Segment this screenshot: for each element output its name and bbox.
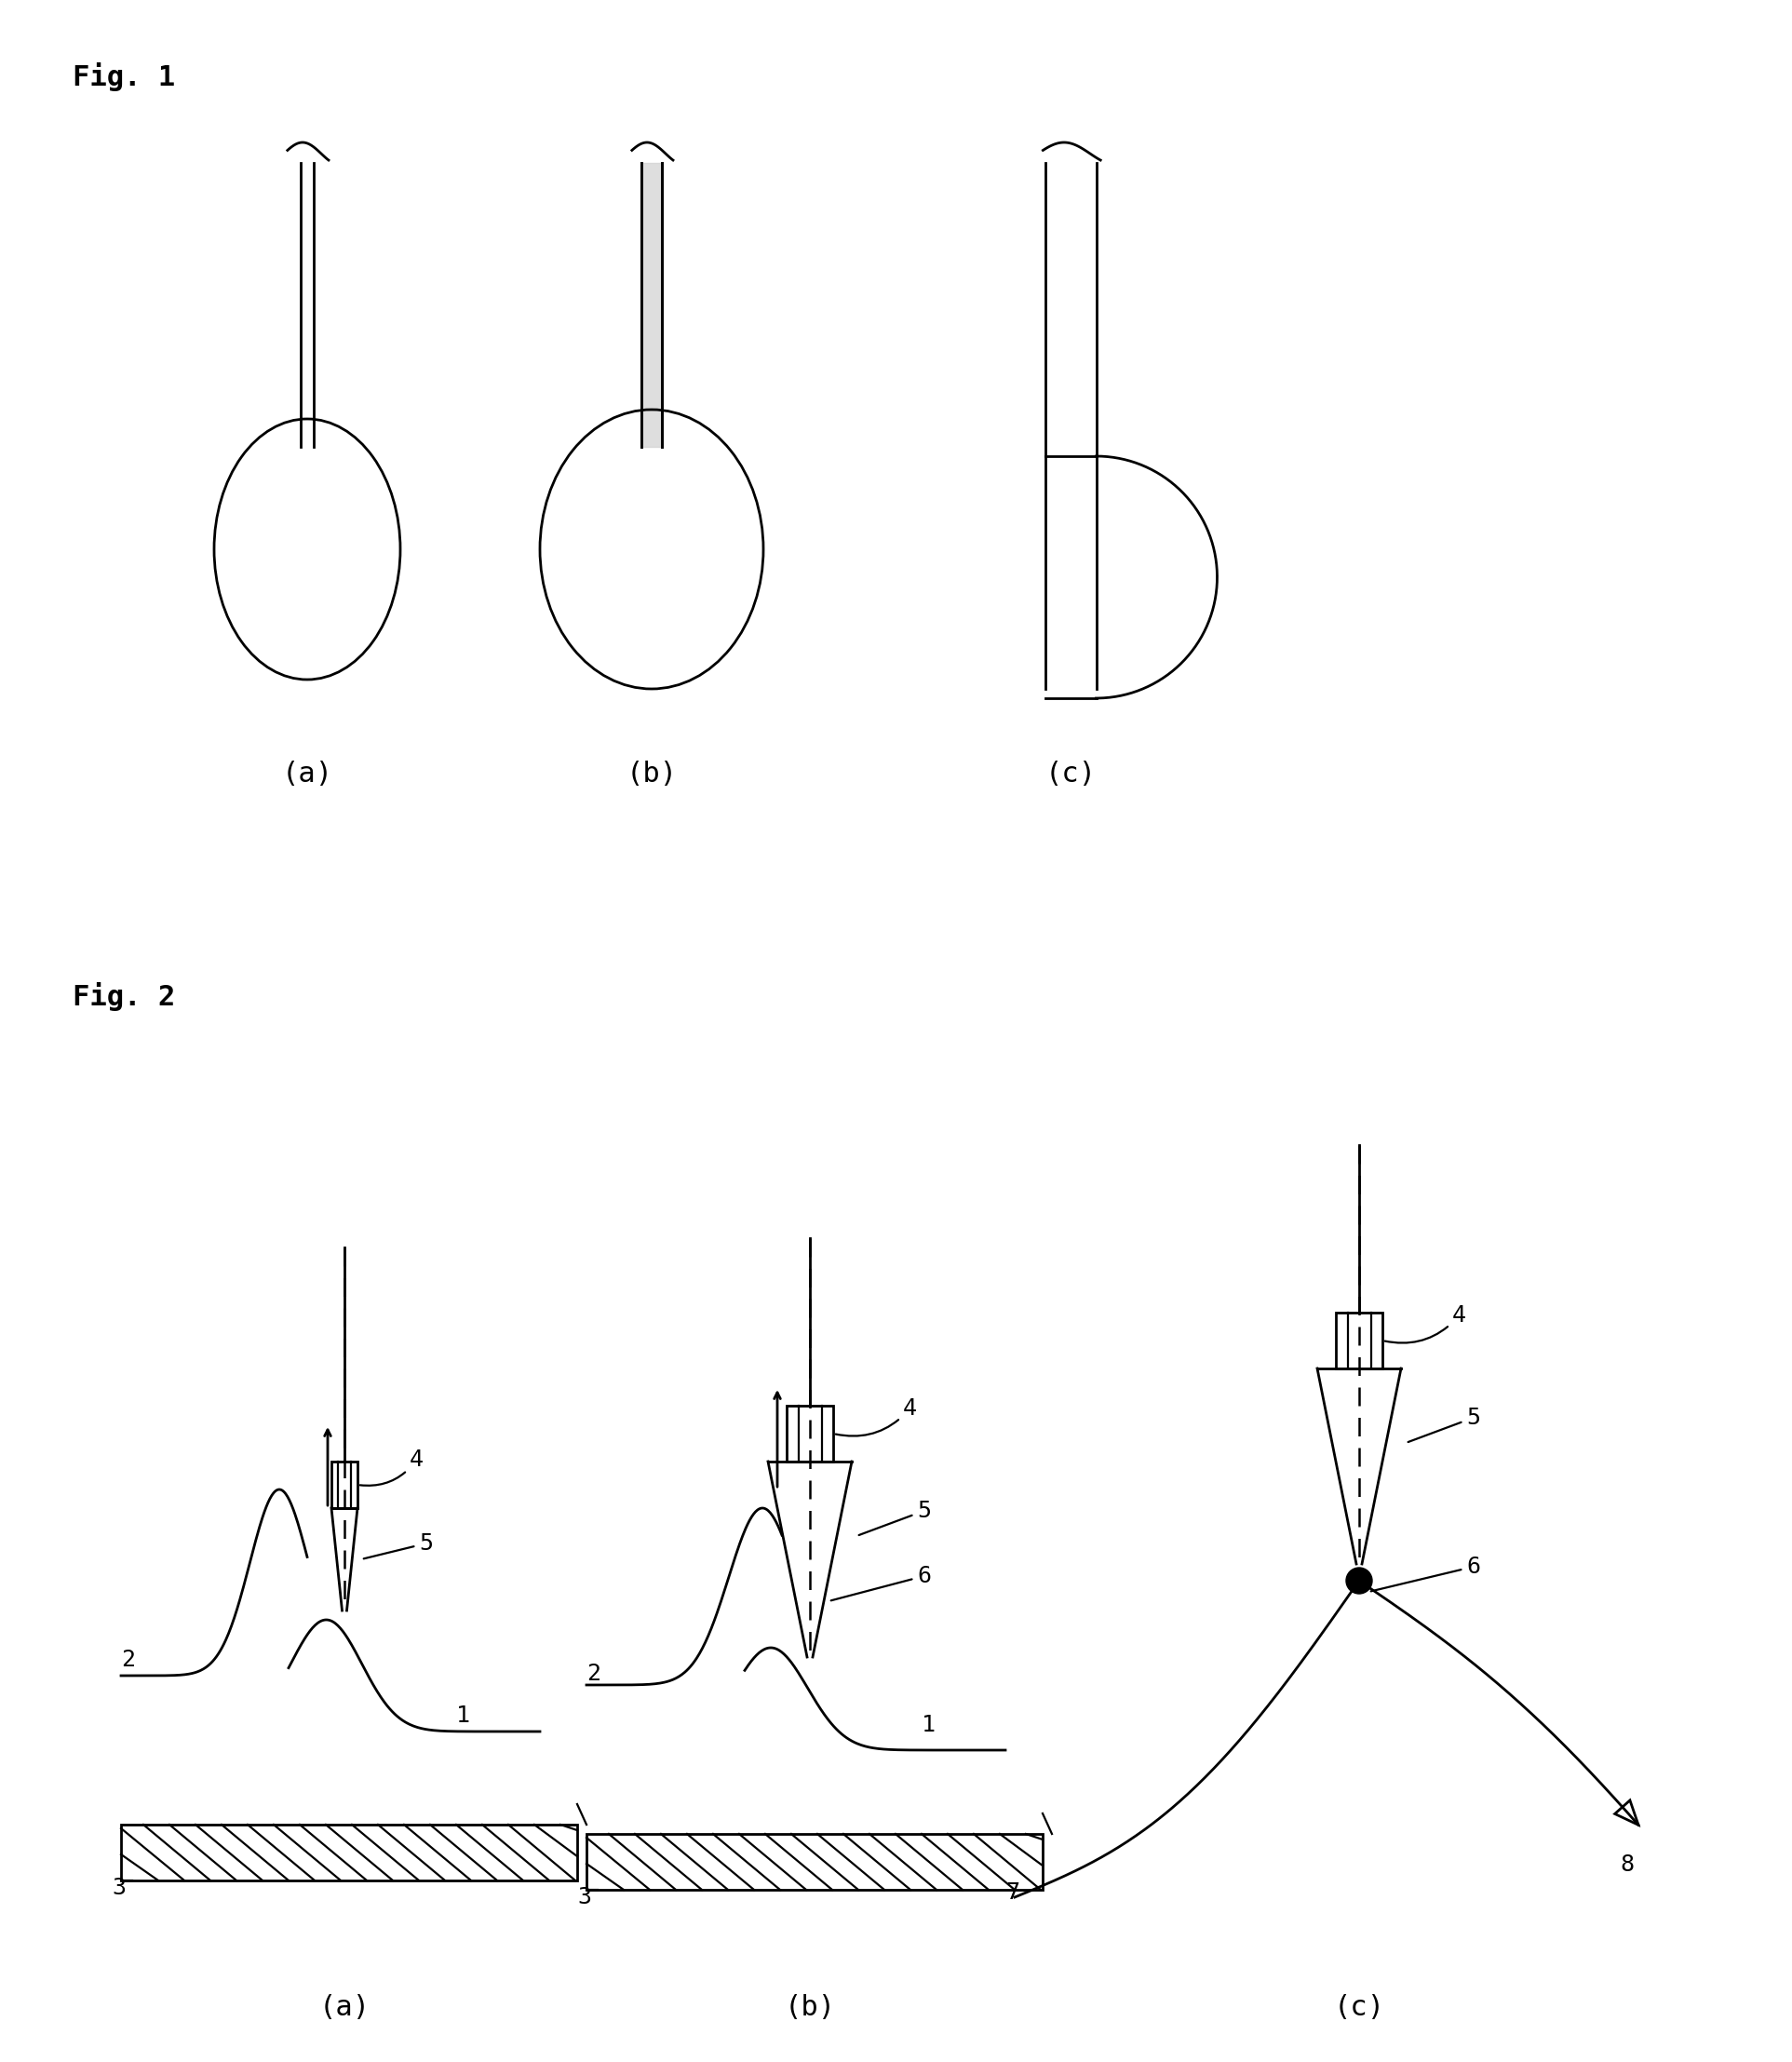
Text: 2: 2: [586, 1662, 600, 1685]
Text: Fig. 2: Fig. 2: [73, 982, 176, 1010]
Text: 5: 5: [1409, 1406, 1480, 1441]
Bar: [122, 1825, 577, 1881]
Text: 5: 5: [364, 1532, 434, 1559]
Text: (c): (c): [1333, 1994, 1385, 2021]
Text: 1: 1: [921, 1714, 935, 1736]
Text: 4: 4: [835, 1398, 918, 1435]
Text: 7: 7: [1005, 1881, 1020, 1903]
Text: 6: 6: [1371, 1555, 1480, 1592]
Text: 5: 5: [858, 1499, 930, 1534]
Text: (b): (b): [625, 761, 677, 788]
Text: 4: 4: [1385, 1305, 1466, 1342]
Bar: [787, 1406, 833, 1462]
Bar: [586, 1833, 1043, 1889]
Text: Fig. 1: Fig. 1: [73, 62, 176, 91]
Text: 8: 8: [1620, 1854, 1634, 1876]
Text: 4: 4: [360, 1448, 423, 1485]
Text: (a): (a): [319, 1994, 371, 2021]
Bar: [332, 1462, 357, 1507]
Text: 3: 3: [111, 1876, 125, 1899]
Text: 1: 1: [457, 1705, 470, 1726]
Text: (c): (c): [1045, 761, 1097, 788]
Text: (a): (a): [281, 761, 333, 788]
Circle shape: [1346, 1567, 1373, 1594]
Text: 2: 2: [122, 1650, 134, 1670]
Text: (b): (b): [785, 1994, 835, 2021]
Bar: [1335, 1313, 1382, 1369]
Text: 3: 3: [577, 1887, 591, 1909]
Text: 6: 6: [831, 1565, 930, 1600]
